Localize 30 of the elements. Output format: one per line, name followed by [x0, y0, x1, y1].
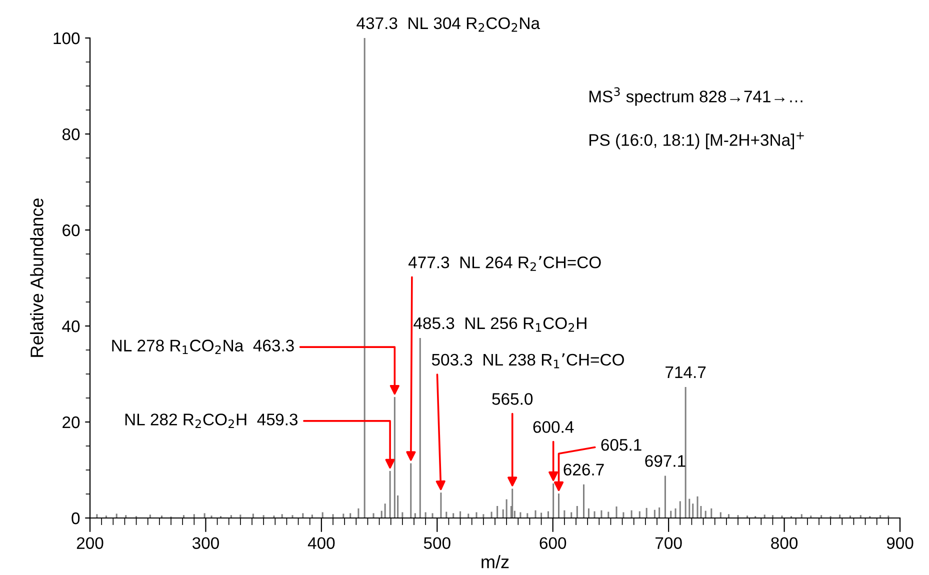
y-tick-label: 20 — [62, 416, 80, 428]
x-axis-title: m/z — [482, 555, 509, 568]
x-tick-label: 400 — [308, 537, 335, 549]
x-tick-label: 700 — [656, 537, 682, 549]
annotation: 600.4 — [533, 421, 574, 433]
annotation: 437.3 NL 304 R$_{2}$CO$_{2}$Na — [356, 17, 540, 32]
x-tick-label: 500 — [424, 537, 450, 549]
annotation: NL 282 R$_{2}$CO$_{2}$H 459.3 — [125, 414, 298, 428]
annotation: 477.3 NL 264 R$_{2}$’CH=CO — [408, 256, 601, 271]
annotation: 714.7 — [666, 366, 706, 378]
annotation: PS (16:0, 18:1) [M-2H+3Na]$^{+}$ — [590, 132, 804, 150]
annotation: 626.7 — [564, 464, 604, 476]
y-tick-label: 100 — [54, 32, 80, 44]
annotation: 605.1 — [601, 438, 642, 451]
y-tick-label: 60 — [62, 224, 80, 236]
annotation: MS$^{3}$ spectrum 828→741→… — [590, 87, 802, 106]
x-tick-label: 800 — [771, 537, 798, 549]
y-tick-label: 40 — [62, 320, 80, 332]
y-tick-label: 80 — [62, 128, 80, 140]
annotation: 565.0 — [492, 393, 533, 405]
y-axis-title: Relative Abundance — [30, 198, 44, 357]
x-tick-label: 600 — [540, 537, 566, 549]
annotation: 697.1 — [645, 455, 686, 467]
annotation: 503.3 NL 238 R$_{1}$’CH=CO — [432, 353, 624, 368]
x-tick-label: 300 — [192, 537, 219, 549]
x-tick-label: 200 — [76, 537, 104, 549]
annotation: 485.3 NL 256 R$_{1}$CO$_{2}$H — [414, 317, 586, 332]
annotation: NL 278 R$_{1}$CO$_{2}$Na 463.3 — [112, 340, 294, 354]
x-tick-label: 900 — [886, 537, 914, 549]
y-tick-label: 0 — [72, 512, 80, 524]
